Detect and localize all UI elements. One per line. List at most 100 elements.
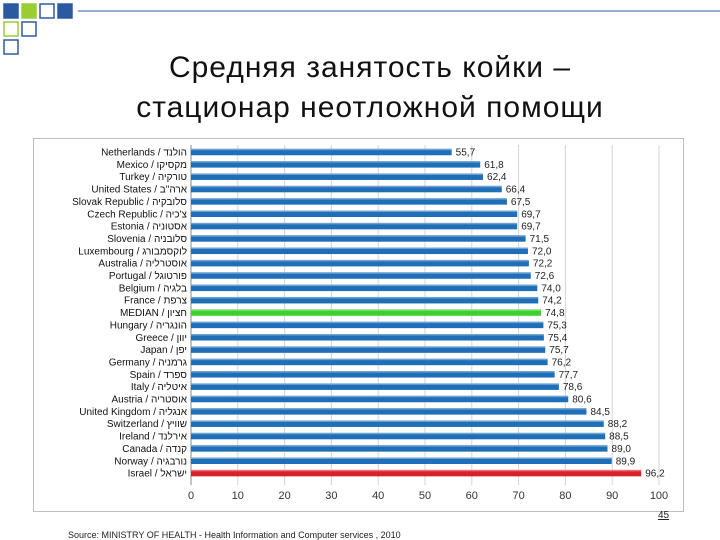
value-label: 55,7 (456, 148, 476, 159)
bar (191, 321, 544, 329)
bar-shine (191, 247, 528, 250)
bar (191, 469, 642, 477)
x-tick-label: 60 (466, 490, 478, 502)
value-label: 76,2 (552, 357, 572, 368)
bar (191, 334, 544, 341)
bar-shine (191, 321, 544, 324)
deco-square (21, 21, 37, 37)
bar-shine (191, 222, 518, 225)
value-label: 77,7 (559, 370, 579, 381)
value-label: 61,8 (484, 160, 504, 171)
bar (191, 161, 481, 168)
bar-shine (191, 358, 548, 361)
bar (191, 408, 587, 415)
x-tick-label: 10 (232, 490, 244, 502)
bar-shine (191, 408, 587, 410)
bar-shine (191, 161, 481, 163)
bar (191, 358, 548, 366)
category-label: Switzerland / שוויץ (107, 419, 187, 430)
slide-title: Средняя занятость койки – стационар неот… (60, 48, 680, 128)
bar (191, 210, 518, 217)
bar (191, 284, 538, 292)
slide-title-line-1: Средняя занятость койки – (168, 51, 572, 84)
bar-shine (191, 383, 559, 385)
bar (191, 420, 604, 427)
bar-shine (191, 296, 539, 299)
category-label: Italy / איטליה (131, 381, 188, 393)
x-tick-label: 70 (512, 490, 524, 502)
value-label: 74,2 (542, 296, 562, 307)
bar (191, 395, 569, 403)
bar (191, 457, 612, 464)
value-label: 80,6 (572, 395, 592, 406)
bar-shine (191, 334, 544, 336)
bar-shine (191, 235, 526, 237)
category-label: Norway / נורבגיה (114, 456, 187, 467)
bar-shine (191, 432, 606, 435)
bar (191, 432, 606, 440)
bar-chart: 0 10 20 30 40 50 60 70 80 90 100 Netherlands / הולנ… (72, 145, 668, 502)
bar (191, 346, 546, 353)
bar (191, 185, 502, 193)
deco-square (3, 21, 19, 37)
bar (191, 247, 528, 255)
value-label: 67,5 (511, 197, 531, 208)
value-label: 75,4 (548, 333, 568, 344)
category-label: Estonia / אסטוניה (111, 222, 188, 233)
value-label: 89,0 (612, 444, 632, 455)
category-label: Greece / יוון (135, 333, 187, 344)
value-label: 96,2 (645, 469, 665, 480)
bar-shine (191, 210, 518, 212)
category-label: Czech Republic / צ'כיה (87, 209, 187, 220)
bar-shine (191, 148, 452, 151)
category-label: Spain / ספרד (130, 370, 188, 381)
value-label: 74,8 (545, 308, 565, 319)
x-tick-label: 100 (650, 490, 668, 502)
bar-shine (191, 185, 502, 188)
deco-square (39, 3, 55, 19)
x-tick-label: 0 (188, 490, 194, 502)
deco-square (21, 3, 37, 19)
category-label: Luxembourg / לוקסמבורג (78, 245, 187, 257)
deco-square (3, 3, 19, 19)
category-label: United Kingdom / אנגליה (79, 406, 187, 418)
value-label: 84,5 (590, 407, 610, 418)
category-label: France / צרפת (124, 296, 188, 307)
value-label: 74,0 (541, 283, 561, 294)
category-label: Germany / גרמניה (109, 357, 187, 368)
value-label: 72,6 (535, 271, 555, 282)
decorative-squares (3, 3, 720, 55)
category-label: Netherlands / הולנד (101, 147, 187, 159)
bar (191, 296, 539, 304)
bar-shine (191, 309, 542, 311)
bar-shine (191, 469, 642, 472)
bar (191, 198, 507, 205)
value-label: 62,4 (487, 172, 507, 183)
category-label: Portugal / פורטוגל (109, 270, 187, 282)
category-label: Japan / יפן (140, 345, 187, 356)
value-label: 89,9 (616, 456, 636, 467)
bar (191, 235, 526, 242)
value-label: 69,7 (521, 209, 541, 220)
value-label: 69,7 (521, 222, 541, 233)
category-label: Slovenia / סלובניה (107, 233, 187, 245)
category-label: Belgium / בלגיה (119, 282, 187, 294)
source-note: Source: MINISTRY OF HEALTH - Health Info… (68, 530, 401, 540)
bar-shine (191, 173, 484, 175)
value-label: 78,6 (563, 382, 583, 393)
category-label: Canada / קנדה (122, 444, 187, 455)
bar (191, 445, 608, 452)
page-number: 45 (658, 510, 670, 521)
bar (191, 309, 542, 316)
bar-shine (191, 371, 555, 373)
bar-shine (191, 457, 612, 459)
x-tick-label: 50 (419, 490, 431, 502)
category-label: Hungary / הונגריה (110, 320, 187, 331)
bar-shine (191, 420, 604, 422)
bar (191, 383, 559, 390)
bar-shine (191, 284, 538, 287)
x-tick-label: 30 (325, 490, 337, 502)
x-tick-label: 40 (372, 490, 384, 502)
category-label: Turkey / טורקיה (119, 172, 187, 183)
x-tick-label: 90 (606, 490, 618, 502)
